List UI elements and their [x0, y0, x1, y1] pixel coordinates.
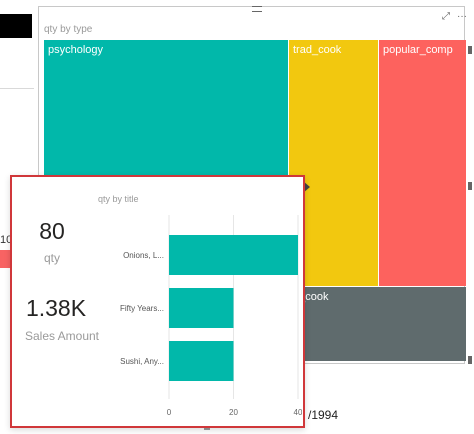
bar[interactable] [169, 235, 298, 275]
header-bar-fragment [0, 14, 32, 38]
partial-card-value: 10 [0, 234, 13, 246]
qty-label: qty [43, 251, 60, 265]
sales-amount-value: 1.38K [25, 295, 87, 321]
treemap-cell-label: trad_cook [293, 44, 342, 56]
resize-handle[interactable] [204, 428, 210, 430]
category-label: Onions, L... [123, 251, 164, 260]
more-options-icon[interactable]: ··· [457, 11, 467, 22]
sales-amount-label: Sales Amount [24, 329, 100, 343]
tooltip-pointer [303, 181, 310, 193]
resize-handle[interactable] [468, 356, 472, 364]
x-tick-label: 20 [229, 408, 238, 417]
background-year-text: /1994 [308, 408, 339, 422]
treemap-cell-mod-cook[interactable]: d_cook [289, 287, 466, 361]
bar[interactable] [169, 341, 234, 381]
tooltip-card: 80 qty 1.38K Sales Amount qty by title 0… [10, 175, 305, 428]
treemap-title: qty by type [44, 24, 93, 35]
divider [0, 88, 34, 89]
x-tick-label: 40 [294, 408, 302, 417]
resize-handle[interactable] [468, 182, 472, 190]
qty-value: 80 [39, 218, 65, 244]
category-label: Sushi, Any... [120, 357, 164, 366]
x-tick-label: 0 [167, 408, 172, 417]
bar[interactable] [169, 288, 234, 328]
bar-chart: 0 20 40 Onions, L... Fifty Years... Sushi, An… [120, 215, 302, 417]
treemap-cell-popular-comp[interactable]: popular_comp [379, 40, 466, 286]
focus-mode-icon[interactable]: ⤢ [442, 11, 450, 22]
partial-bar [0, 250, 12, 268]
category-label: Fifty Years... [120, 304, 164, 313]
resize-handle[interactable] [468, 46, 472, 54]
treemap-cell-label: popular_comp [383, 44, 453, 56]
bar-chart-title: qty by title [98, 194, 139, 204]
drag-handle-icon[interactable] [252, 6, 262, 12]
treemap-cell-label: psychology [48, 44, 104, 56]
